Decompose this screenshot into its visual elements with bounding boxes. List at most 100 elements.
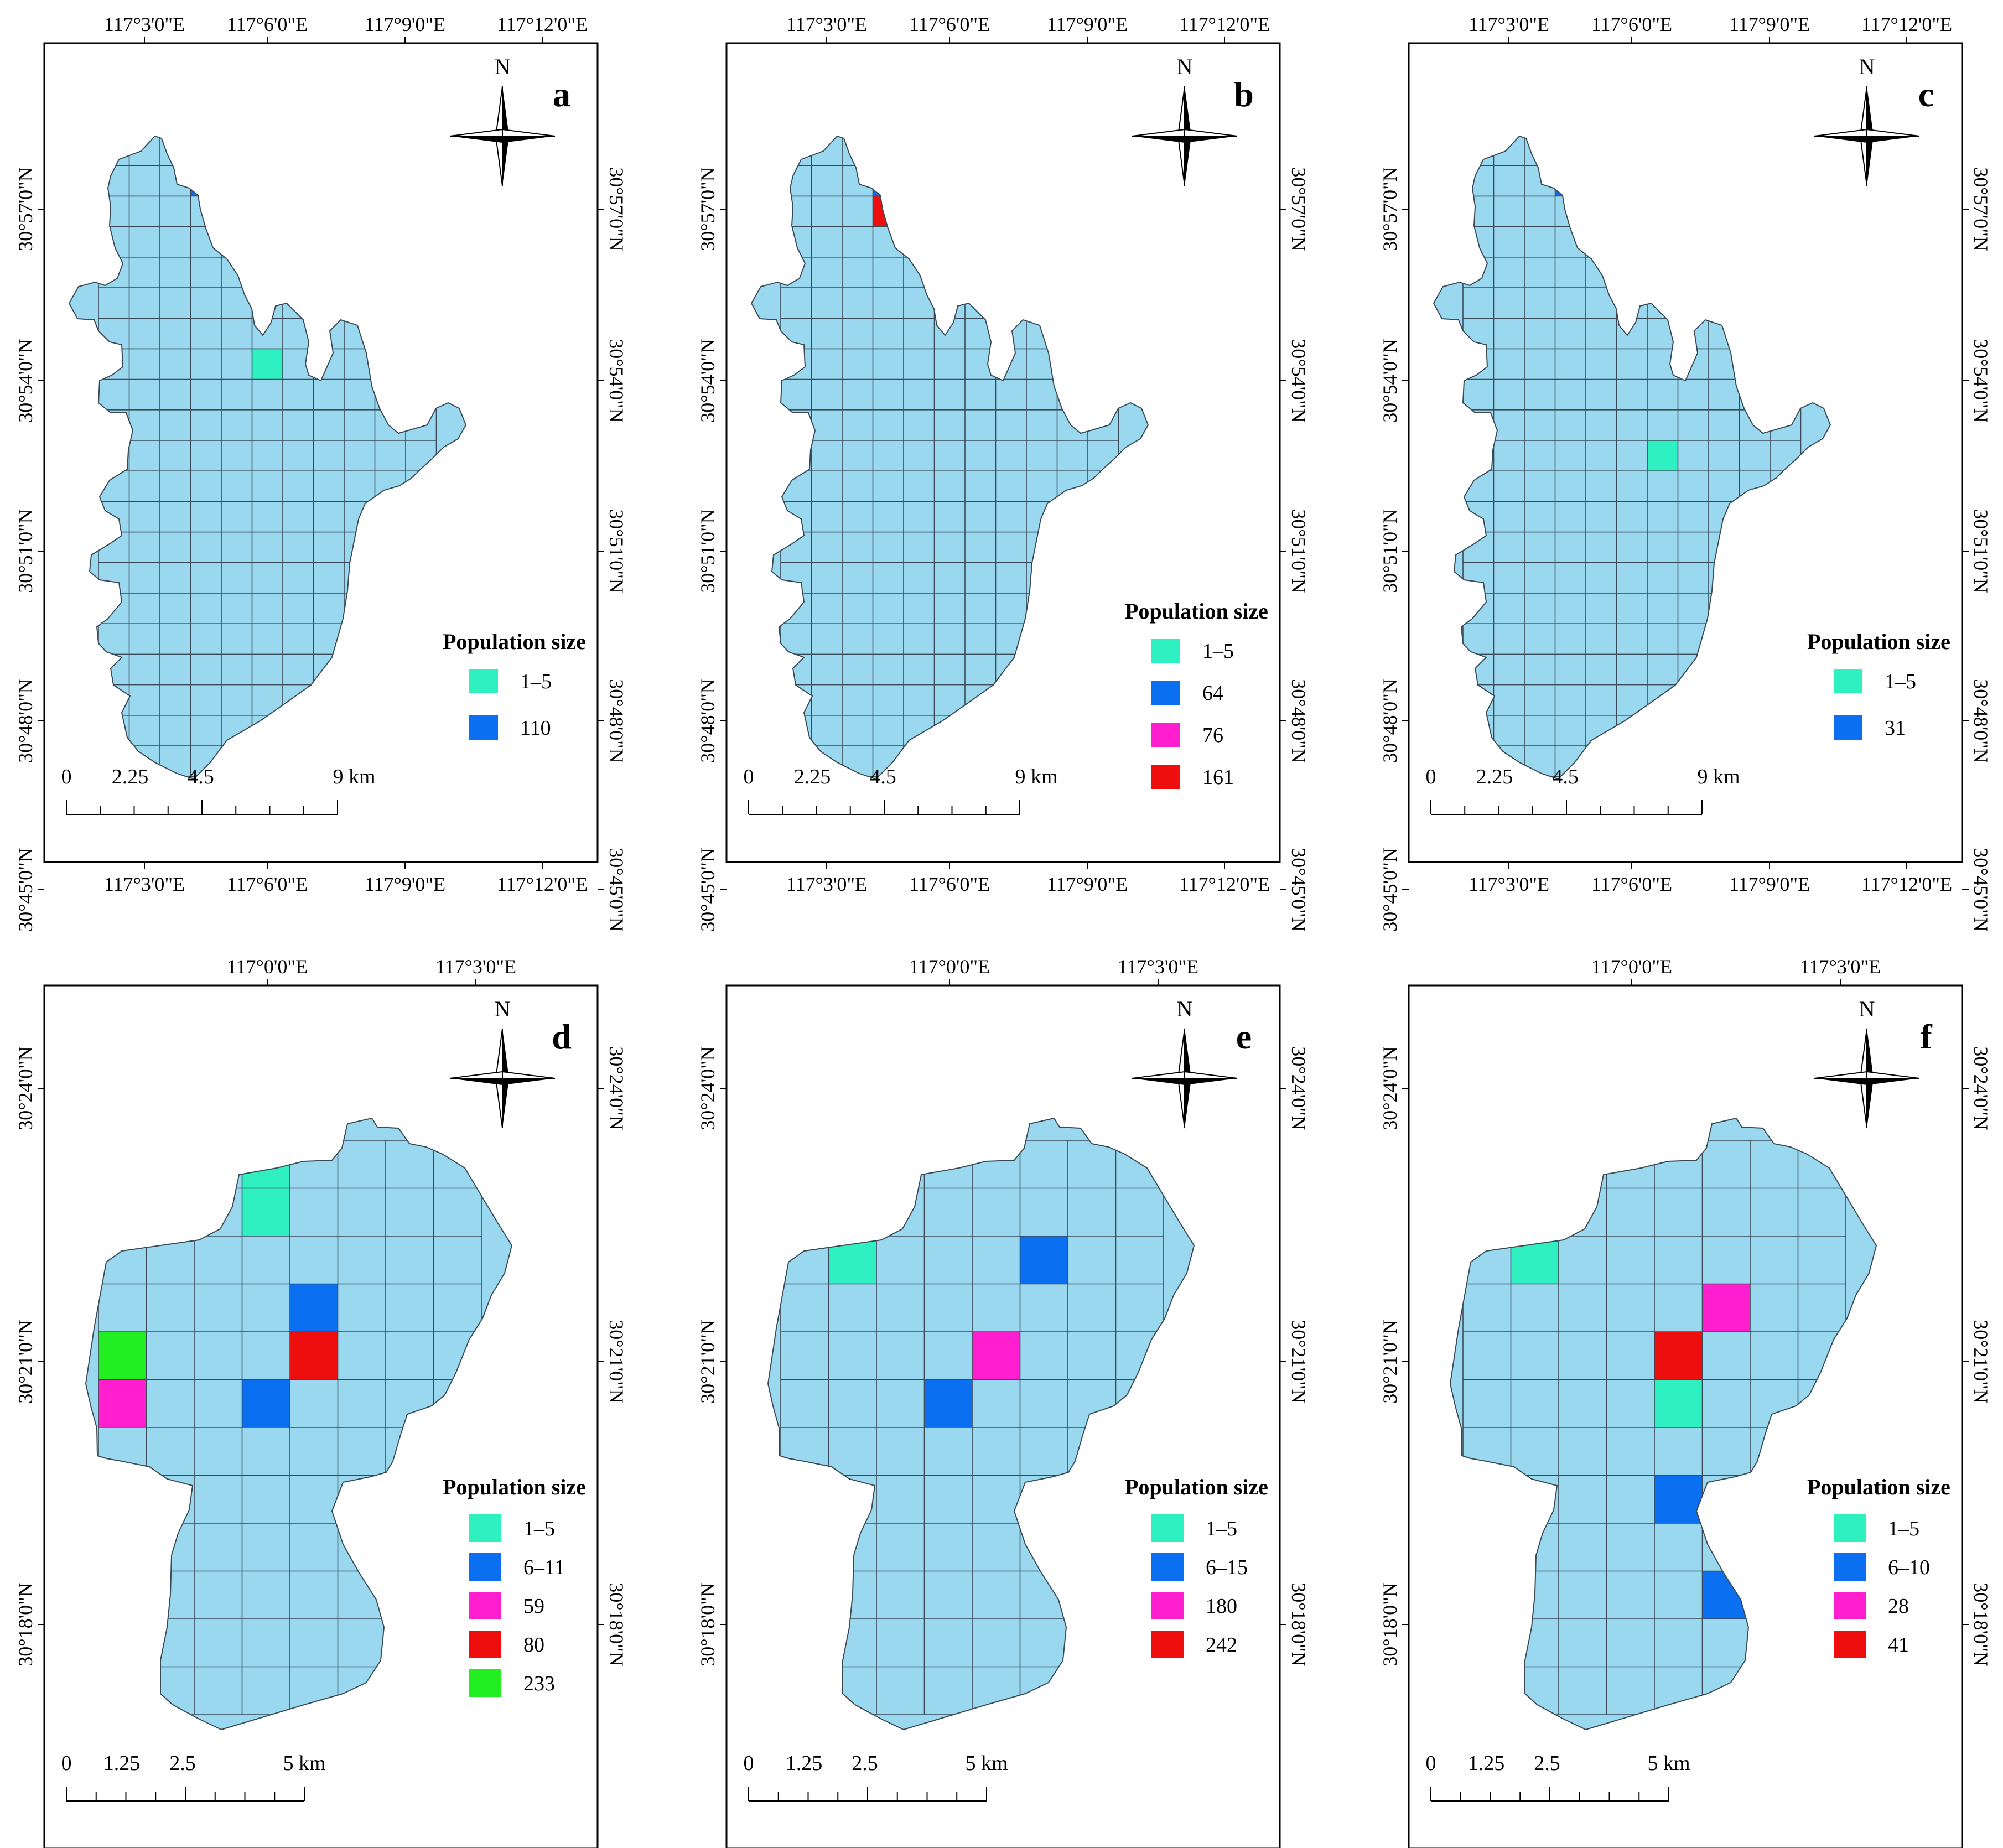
lat-tick-label: 30°48'0"N (1970, 679, 1992, 763)
lat-tick-label: 30°57'0"N (1379, 167, 1401, 251)
scale-bar: 0 1.25 2.5 5 km (61, 1752, 326, 1802)
north-label: N (1177, 54, 1193, 79)
legend: Population size 1–5 6–10 28 41 (1807, 1475, 1950, 1658)
lon-tick-label: 117°3'0"E (435, 956, 516, 978)
lat-tick-label: 30°54'0"N (1288, 339, 1310, 423)
legend-swatch-red (1151, 765, 1180, 789)
legend-swatch-red (1834, 1631, 1866, 1658)
lon-tick-label: 117°12'0"E (1861, 873, 1952, 895)
lat-tick-label: 30°18'0"N (1379, 1582, 1401, 1667)
lat-tick-label: 30°21'0"N (14, 1320, 37, 1404)
lon-tick-label: 117°9'0"E (365, 13, 445, 35)
lon-tick-label: 117°3'0"E (1468, 13, 1549, 35)
lat-tick-label: 30°45'0"N (1379, 848, 1401, 932)
occupied-cell-cyan (1654, 1379, 1703, 1427)
scale-bar: 0 2.25 4.5 9 km (744, 765, 1058, 815)
scale-label: 5 km (965, 1752, 1008, 1775)
legend-title: Population size (1125, 1475, 1268, 1499)
legend-swatch-cyan (469, 669, 498, 693)
scale-label: 1.25 (103, 1752, 141, 1775)
panel-a: 117°3'0"E 117°3'0"E 117°6'0"E 117°6'0"E 117°… (14, 13, 627, 932)
lake-outline (750, 135, 1149, 780)
lat-tick-label: 30°18'0"N (697, 1582, 719, 1667)
legend-value: 242 (1206, 1633, 1237, 1657)
lake-outline (1449, 1117, 1877, 1731)
lat-tick-label: 30°54'0"N (605, 339, 627, 423)
lon-tick-label: 117°3'0"E (104, 13, 185, 35)
lat-tick-label: 30°24'0"N (14, 1046, 37, 1130)
legend-value: 1–5 (1202, 640, 1234, 663)
lon-tick-label: 117°6'0"E (227, 873, 308, 895)
lake-map: Nf Population size 1–5 6–10 28 41 0 1.25 2.5 5 km (1426, 996, 1950, 1802)
legend-value: 59 (523, 1595, 544, 1618)
lake-outline (68, 135, 467, 780)
lat-tick-label: 30°54'0"N (14, 339, 37, 423)
scale-label: 2.5 (852, 1752, 878, 1775)
legend-swatch-blue (1834, 1553, 1866, 1581)
lat-tick-label: 30°24'0"N (1288, 1046, 1310, 1130)
lat-tick-label: 30°24'0"N (1379, 1046, 1401, 1130)
occupied-cell-cyan (242, 1188, 290, 1236)
north-label: N (495, 54, 511, 79)
legend: Population size 1–5 110 (443, 629, 586, 740)
legend-value: 76 (1202, 724, 1223, 747)
lat-tick-label: 30°45'0"N (605, 848, 627, 932)
legend-value: 1–5 (1888, 1517, 1919, 1540)
legend: Population size 1–5 6–15 180 242 (1125, 1475, 1268, 1658)
lat-tick-label: 30°18'0"N (1288, 1582, 1310, 1667)
occupied-cell-blue (242, 1379, 290, 1427)
scale-label: 5 km (283, 1752, 325, 1775)
scale-label: 9 km (1697, 765, 1740, 788)
north-arrow-icon: N (449, 996, 556, 1129)
lat-tick-label: 30°51'0"N (1288, 509, 1310, 593)
scale-label: 1.25 (1468, 1752, 1505, 1775)
lon-tick-label: 117°0'0"E (909, 956, 990, 978)
lon-tick-label: 117°9'0"E (1729, 873, 1810, 895)
legend-swatch-blue (1834, 715, 1862, 740)
lake-map: Nd Population size 1–5 6–11 59 80 233 0 1.25 2.5 5… (61, 996, 586, 1802)
scale-label: 0 (61, 1752, 72, 1775)
scale-bar: 0 1.25 2.5 5 km (744, 1752, 1008, 1802)
lon-tick-label: 117°6'0"E (909, 13, 990, 35)
occupied-cell-red (290, 1332, 338, 1380)
lat-tick-label: 30°21'0"N (605, 1320, 627, 1404)
legend-swatch-blue (1151, 1553, 1184, 1581)
legend-value: 64 (1202, 682, 1223, 705)
legend-swatch-cyan (1834, 1514, 1866, 1542)
lon-tick-label: 117°0'0"E (1591, 956, 1672, 978)
occupied-cell-blue (1020, 1236, 1068, 1284)
scale-label: 2.5 (169, 1752, 196, 1775)
lat-tick-label: 30°18'0"N (1970, 1582, 1992, 1667)
occupied-cell-cyan (252, 349, 283, 380)
lon-tick-label: 117°3'0"E (786, 873, 867, 895)
occupied-cell-cyan (1647, 440, 1678, 471)
legend-title: Population size (443, 629, 586, 654)
lat-tick-label: 30°51'0"N (605, 509, 627, 593)
north-arrow-icon: N (449, 54, 556, 186)
scale-bar: 0 2.25 4.5 9 km (61, 765, 376, 815)
north-arrow-icon: N (1814, 54, 1920, 186)
legend-title: Population size (1125, 599, 1268, 624)
lat-tick-label: 30°21'0"N (1379, 1320, 1401, 1404)
panel-c: 117°3'0"E 117°3'0"E 117°6'0"E 117°6'0"E 117°… (1379, 13, 1992, 932)
legend-swatch-red (469, 1631, 501, 1658)
lake-polygon (86, 1118, 512, 1730)
legend-value: 110 (520, 717, 551, 740)
lat-tick-label: 30°48'0"N (1379, 679, 1401, 763)
lon-tick-label: 117°9'0"E (365, 873, 445, 895)
occupied-cell-red (1654, 1332, 1703, 1380)
lat-tick-label: 30°21'0"N (697, 1320, 719, 1404)
lat-tick-label: 30°45'0"N (14, 848, 37, 932)
legend-swatch-magenta (1834, 1592, 1866, 1619)
lat-tick-label: 30°45'0"N (697, 848, 719, 932)
lat-tick-label: 30°51'0"N (697, 509, 719, 593)
lat-tick-label: 30°45'0"N (1288, 848, 1310, 932)
lon-tick-label: 117°6'0"E (1591, 13, 1672, 35)
panel-d: 117°0'0"E117°0'0"E117°3'0"E117°3'0"E30°2… (14, 956, 627, 1848)
lake-polygon (751, 136, 1148, 779)
north-arrow-icon: N (1132, 996, 1238, 1129)
lon-tick-label: 117°6'0"E (1591, 873, 1672, 895)
legend-value: 1–5 (1885, 670, 1916, 693)
legend-value: 180 (1206, 1595, 1237, 1618)
